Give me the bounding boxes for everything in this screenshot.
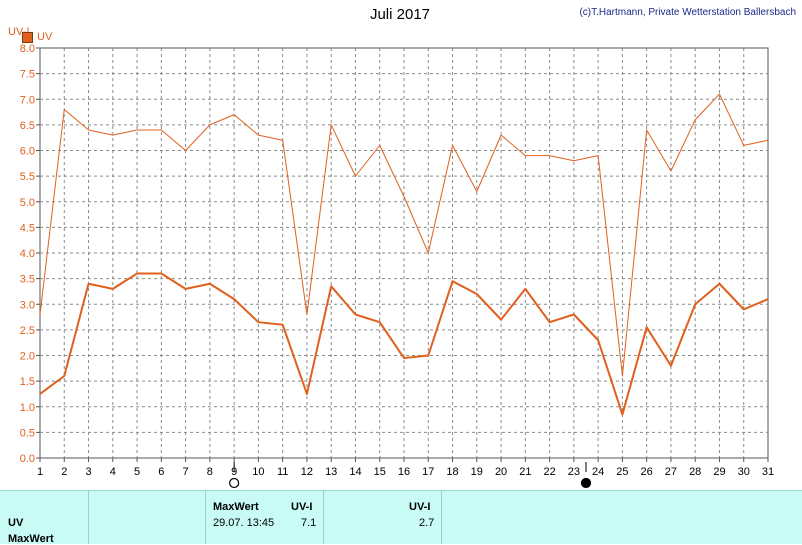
summary-table: UV MaxWert MaxWert UV-I 29.07. 13:45 7.1… xyxy=(0,490,802,545)
y-tick-label: 8.0 xyxy=(20,43,35,55)
x-tick-label: 16 xyxy=(398,466,410,478)
x-tick-label: 4 xyxy=(110,466,116,478)
x-tick-label: 3 xyxy=(85,466,91,478)
series-line-mean xyxy=(39,272,769,416)
x-tick-label: 2 xyxy=(61,466,67,478)
y-tick-label: 6.5 xyxy=(20,120,35,132)
legend-label: UV xyxy=(37,31,53,43)
x-tick-label: 31 xyxy=(762,466,774,478)
x-tick-label: 20 xyxy=(495,466,507,478)
x-tick-label: 13 xyxy=(325,466,337,478)
x-tick-labels: 1234567891011121314151617181920212223242… xyxy=(37,466,774,478)
table-label-column: UV MaxWert xyxy=(0,491,89,545)
row-label-uv: UV xyxy=(8,517,24,529)
x-tick-label: 12 xyxy=(301,466,313,478)
x-tick-label: 1 xyxy=(37,466,43,478)
y-tick-label: 7.5 xyxy=(20,69,35,81)
legend-swatch xyxy=(22,31,33,43)
series-line-max xyxy=(39,93,769,377)
y-tick-label: 5.0 xyxy=(20,197,35,209)
second-unit-header: UV-I xyxy=(409,501,431,513)
x-tick-label: 5 xyxy=(134,466,140,478)
x-tick-label: 18 xyxy=(446,466,458,478)
y-tick-label: 5.5 xyxy=(20,171,35,183)
x-tick-label: 8 xyxy=(207,466,213,478)
full-moon-icon xyxy=(229,477,240,489)
max-date: 29.07. 13:45 xyxy=(213,517,275,529)
table-max-column: MaxWert UV-I 29.07. 13:45 7.1 xyxy=(205,491,324,544)
y-tick-label: 1.0 xyxy=(20,402,35,414)
x-tick-label: 6 xyxy=(158,466,164,478)
x-tick-label: 26 xyxy=(641,466,653,478)
uv-chart: 0.0 0.5 1.0 1.5 2.0 2.5 3.0 3.5 4.0 4.5 5.0 5.5 6.0 6… xyxy=(20,43,774,489)
x-tick-label: 27 xyxy=(665,466,677,478)
x-tick-label: 7 xyxy=(183,466,189,478)
table-second-column: UV-I 2.7 xyxy=(323,491,442,544)
x-tick-label: 19 xyxy=(471,466,483,478)
x-tick-label: 10 xyxy=(252,466,264,478)
y-tick-label: 3.5 xyxy=(20,274,35,286)
x-tick-label: 29 xyxy=(713,466,725,478)
max-header: MaxWert xyxy=(213,501,259,513)
row-label-maxwert: MaxWert xyxy=(8,533,54,545)
x-tick-label: 25 xyxy=(616,466,628,478)
grid xyxy=(36,47,769,462)
y-tick-label: 4.5 xyxy=(20,222,35,234)
y-tick-label: 0.5 xyxy=(20,427,35,439)
y-tick-label: 3.0 xyxy=(20,299,35,311)
y-tick-label: 6.0 xyxy=(20,146,35,158)
x-tick-label: 30 xyxy=(738,466,750,478)
x-tick-label: 17 xyxy=(422,466,434,478)
legend: UV xyxy=(22,31,52,43)
y-tick-label: 2.0 xyxy=(20,351,35,363)
credit-text: (c)T.Hartmann, Private Wetterstation Bal… xyxy=(579,7,796,18)
second-value: 2.7 xyxy=(419,517,435,529)
x-tick-label: 21 xyxy=(519,466,531,478)
x-tick-label: 22 xyxy=(543,466,555,478)
chart-title: Juli 2017 xyxy=(369,6,431,23)
table-empty-column xyxy=(88,491,206,544)
y-tick-label: 0.0 xyxy=(20,453,35,465)
x-tick-label: 23 xyxy=(568,466,580,478)
max-value: 7.1 xyxy=(301,517,317,529)
series-lines xyxy=(39,93,769,416)
moon-phases xyxy=(229,462,592,489)
x-tick-label: 11 xyxy=(277,466,288,478)
y-tick-label: 7.0 xyxy=(20,94,35,106)
new-moon-icon xyxy=(580,477,592,489)
y-tick-label: 2.5 xyxy=(20,325,35,337)
x-tick-label: 15 xyxy=(374,466,386,478)
y-tick-label: 1.5 xyxy=(20,376,35,388)
x-tick-label: 24 xyxy=(592,466,604,478)
max-unit-header: UV-I xyxy=(291,501,313,513)
y-tick-label: 4.0 xyxy=(20,248,35,260)
x-tick-label: 28 xyxy=(689,466,701,478)
y-tick-labels: 0.0 0.5 1.0 1.5 2.0 2.5 3.0 3.5 4.0 4.5 5.0 5.5 6.0 6… xyxy=(20,43,35,465)
x-tick-label: 14 xyxy=(349,466,361,478)
